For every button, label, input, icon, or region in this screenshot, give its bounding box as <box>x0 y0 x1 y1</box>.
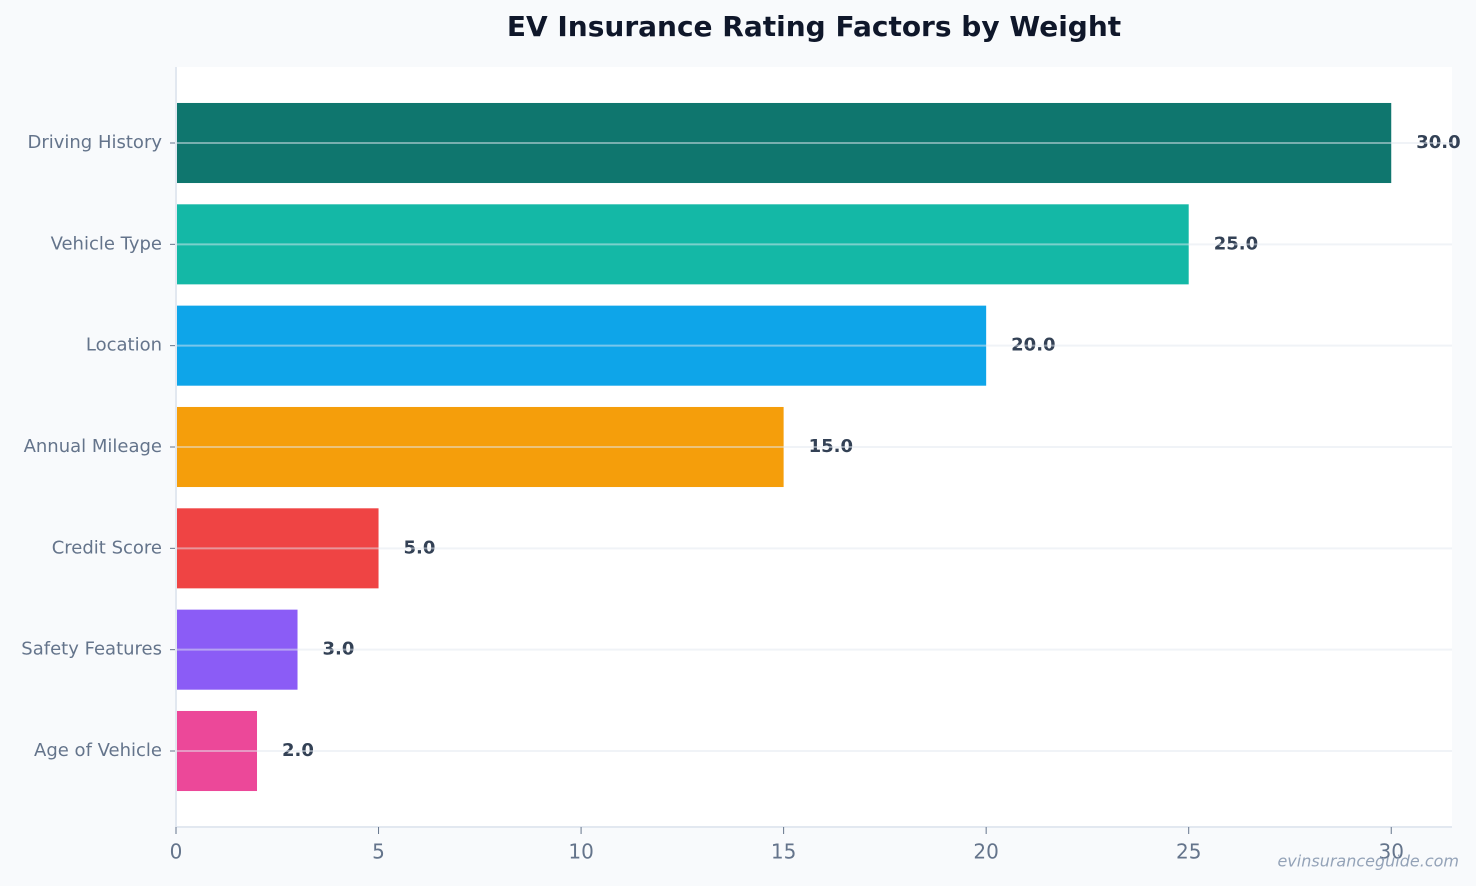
y-tick-label: Annual Mileage <box>24 436 162 457</box>
y-tick-label: Credit Score <box>52 537 162 558</box>
y-tick-label: Location <box>86 335 162 356</box>
x-tick-label: 0 <box>170 840 183 864</box>
y-tick-label: Driving History <box>27 132 162 153</box>
y-tick-label: Safety Features <box>21 639 162 660</box>
watermark: evinsuranceguide.com <box>1277 852 1459 871</box>
x-tick-label: 20 <box>973 840 998 864</box>
x-tick-label: 30 <box>1379 840 1404 864</box>
x-tick-label: 25 <box>1176 840 1201 864</box>
chart-title: EV Insurance Rating Factors by Weight <box>507 10 1121 43</box>
x-tick-label: 10 <box>568 840 593 864</box>
x-tick-label: 5 <box>372 840 385 864</box>
x-tick-label: 15 <box>771 840 796 864</box>
y-tick-label: Age of Vehicle <box>34 740 162 761</box>
y-tick-label: Vehicle Type <box>51 233 162 254</box>
